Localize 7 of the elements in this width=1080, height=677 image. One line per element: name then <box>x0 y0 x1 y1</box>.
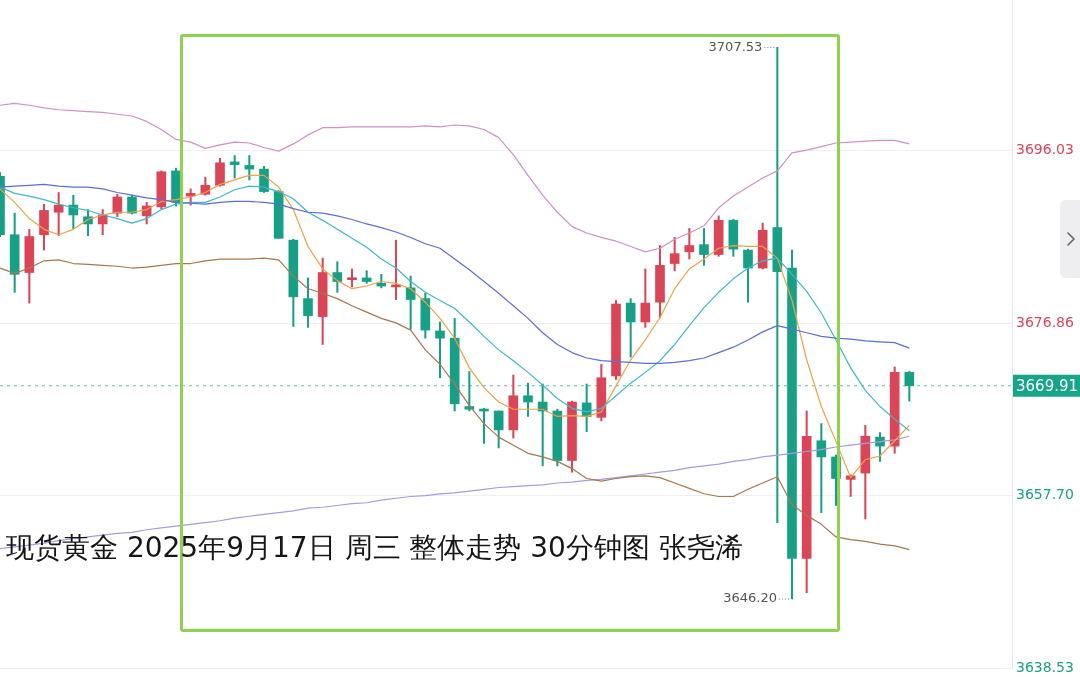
y-tick-label: 3696.03 <box>1016 141 1074 158</box>
y-tick-label: 3657.70 <box>1016 486 1074 503</box>
annotation: 3646.20 <box>723 590 777 606</box>
y-tick-label: 3638.53 <box>1016 658 1074 675</box>
y-tick-label: 3676.86 <box>1016 313 1074 330</box>
annotation: 3707.53 <box>708 38 763 54</box>
ref-line-label: 3669.91 <box>1016 376 1079 395</box>
